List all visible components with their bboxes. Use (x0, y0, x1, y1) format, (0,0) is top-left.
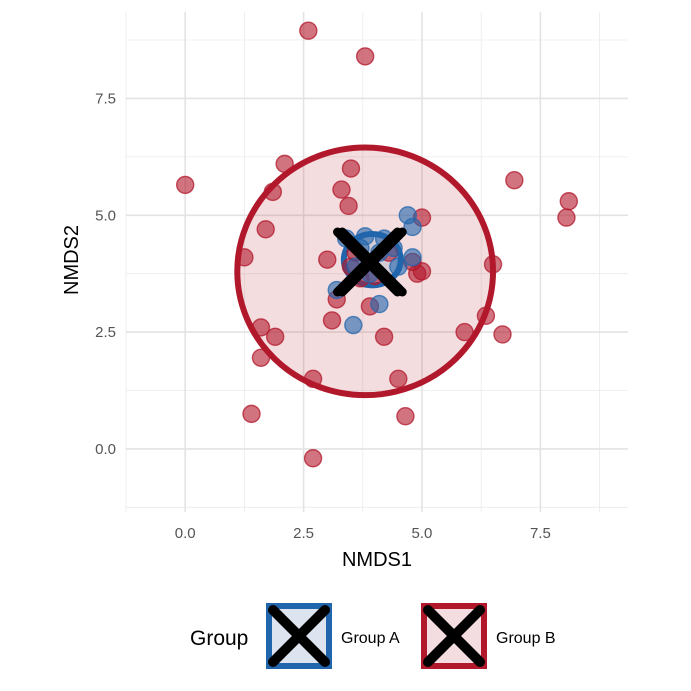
point-group-b (251, 318, 271, 337)
point-group-b (341, 159, 361, 178)
legend-title: Group (190, 627, 248, 650)
point-group-b (332, 180, 351, 199)
y-axis-title: NMDS2 (61, 225, 83, 295)
legend-key-group-a (266, 603, 332, 669)
point-group-a (370, 294, 389, 314)
point-group-b (235, 248, 254, 267)
point-group-b (557, 208, 576, 227)
legend-key-group-b (421, 603, 487, 669)
point-group-b (318, 250, 337, 269)
centroids (333, 227, 407, 297)
point-group-b (303, 369, 323, 389)
point-group-a (403, 217, 422, 237)
point-group-a (344, 315, 363, 335)
point-group-b (299, 21, 318, 40)
point-group-b (476, 306, 496, 325)
centroid-group-a (337, 227, 407, 297)
point-group-b (339, 196, 358, 216)
x-axis-title: NMDS1 (342, 549, 412, 571)
grid-major (126, 12, 628, 512)
point-group-b (322, 311, 342, 330)
point-group-b (374, 327, 394, 346)
point-group-b (483, 255, 503, 274)
y-tick-label: 7.5 (95, 90, 116, 107)
point-group-b (251, 348, 271, 367)
point-group-b (396, 407, 415, 426)
point-group-b (265, 327, 285, 346)
data-points (175, 21, 579, 468)
y-tick-label: 5.0 (95, 207, 116, 224)
point-group-b (505, 171, 524, 190)
point-group-a (403, 248, 422, 267)
point-group-b (493, 325, 512, 344)
x-tick-label: 0.0 (175, 525, 196, 542)
point-group-b (303, 449, 323, 468)
point-group-b (175, 175, 195, 195)
x-tick-label: 7.5 (530, 525, 551, 542)
legend-label-group-a: Group A (341, 630, 400, 647)
legend-label-group-b: Group B (496, 630, 556, 647)
legend-cross-icon (268, 605, 330, 667)
legend: Group Group A Group B (190, 603, 556, 669)
y-tick-label: 2.5 (95, 324, 116, 341)
point-group-b (256, 220, 275, 239)
x-tick-label: 2.5 (293, 525, 314, 542)
y-tick-labels: 0.0 2.5 5.0 7.5 (95, 90, 116, 457)
point-group-a (355, 227, 375, 246)
point-group-b (242, 404, 261, 424)
point-group-b (455, 322, 474, 342)
x-tick-labels: 0.0 2.5 5.0 7.5 (175, 525, 551, 542)
legend-cross-icon (423, 605, 485, 667)
point-group-b (559, 192, 579, 211)
point-group-a (389, 257, 408, 276)
point-group-b (263, 182, 283, 202)
point-group-b (355, 47, 375, 66)
point-group-b (389, 369, 408, 389)
y-tick-label: 0.0 (95, 441, 116, 458)
centroid-stroke (337, 227, 407, 297)
point-group-b (275, 154, 294, 174)
x-tick-label: 5.0 (412, 525, 433, 542)
